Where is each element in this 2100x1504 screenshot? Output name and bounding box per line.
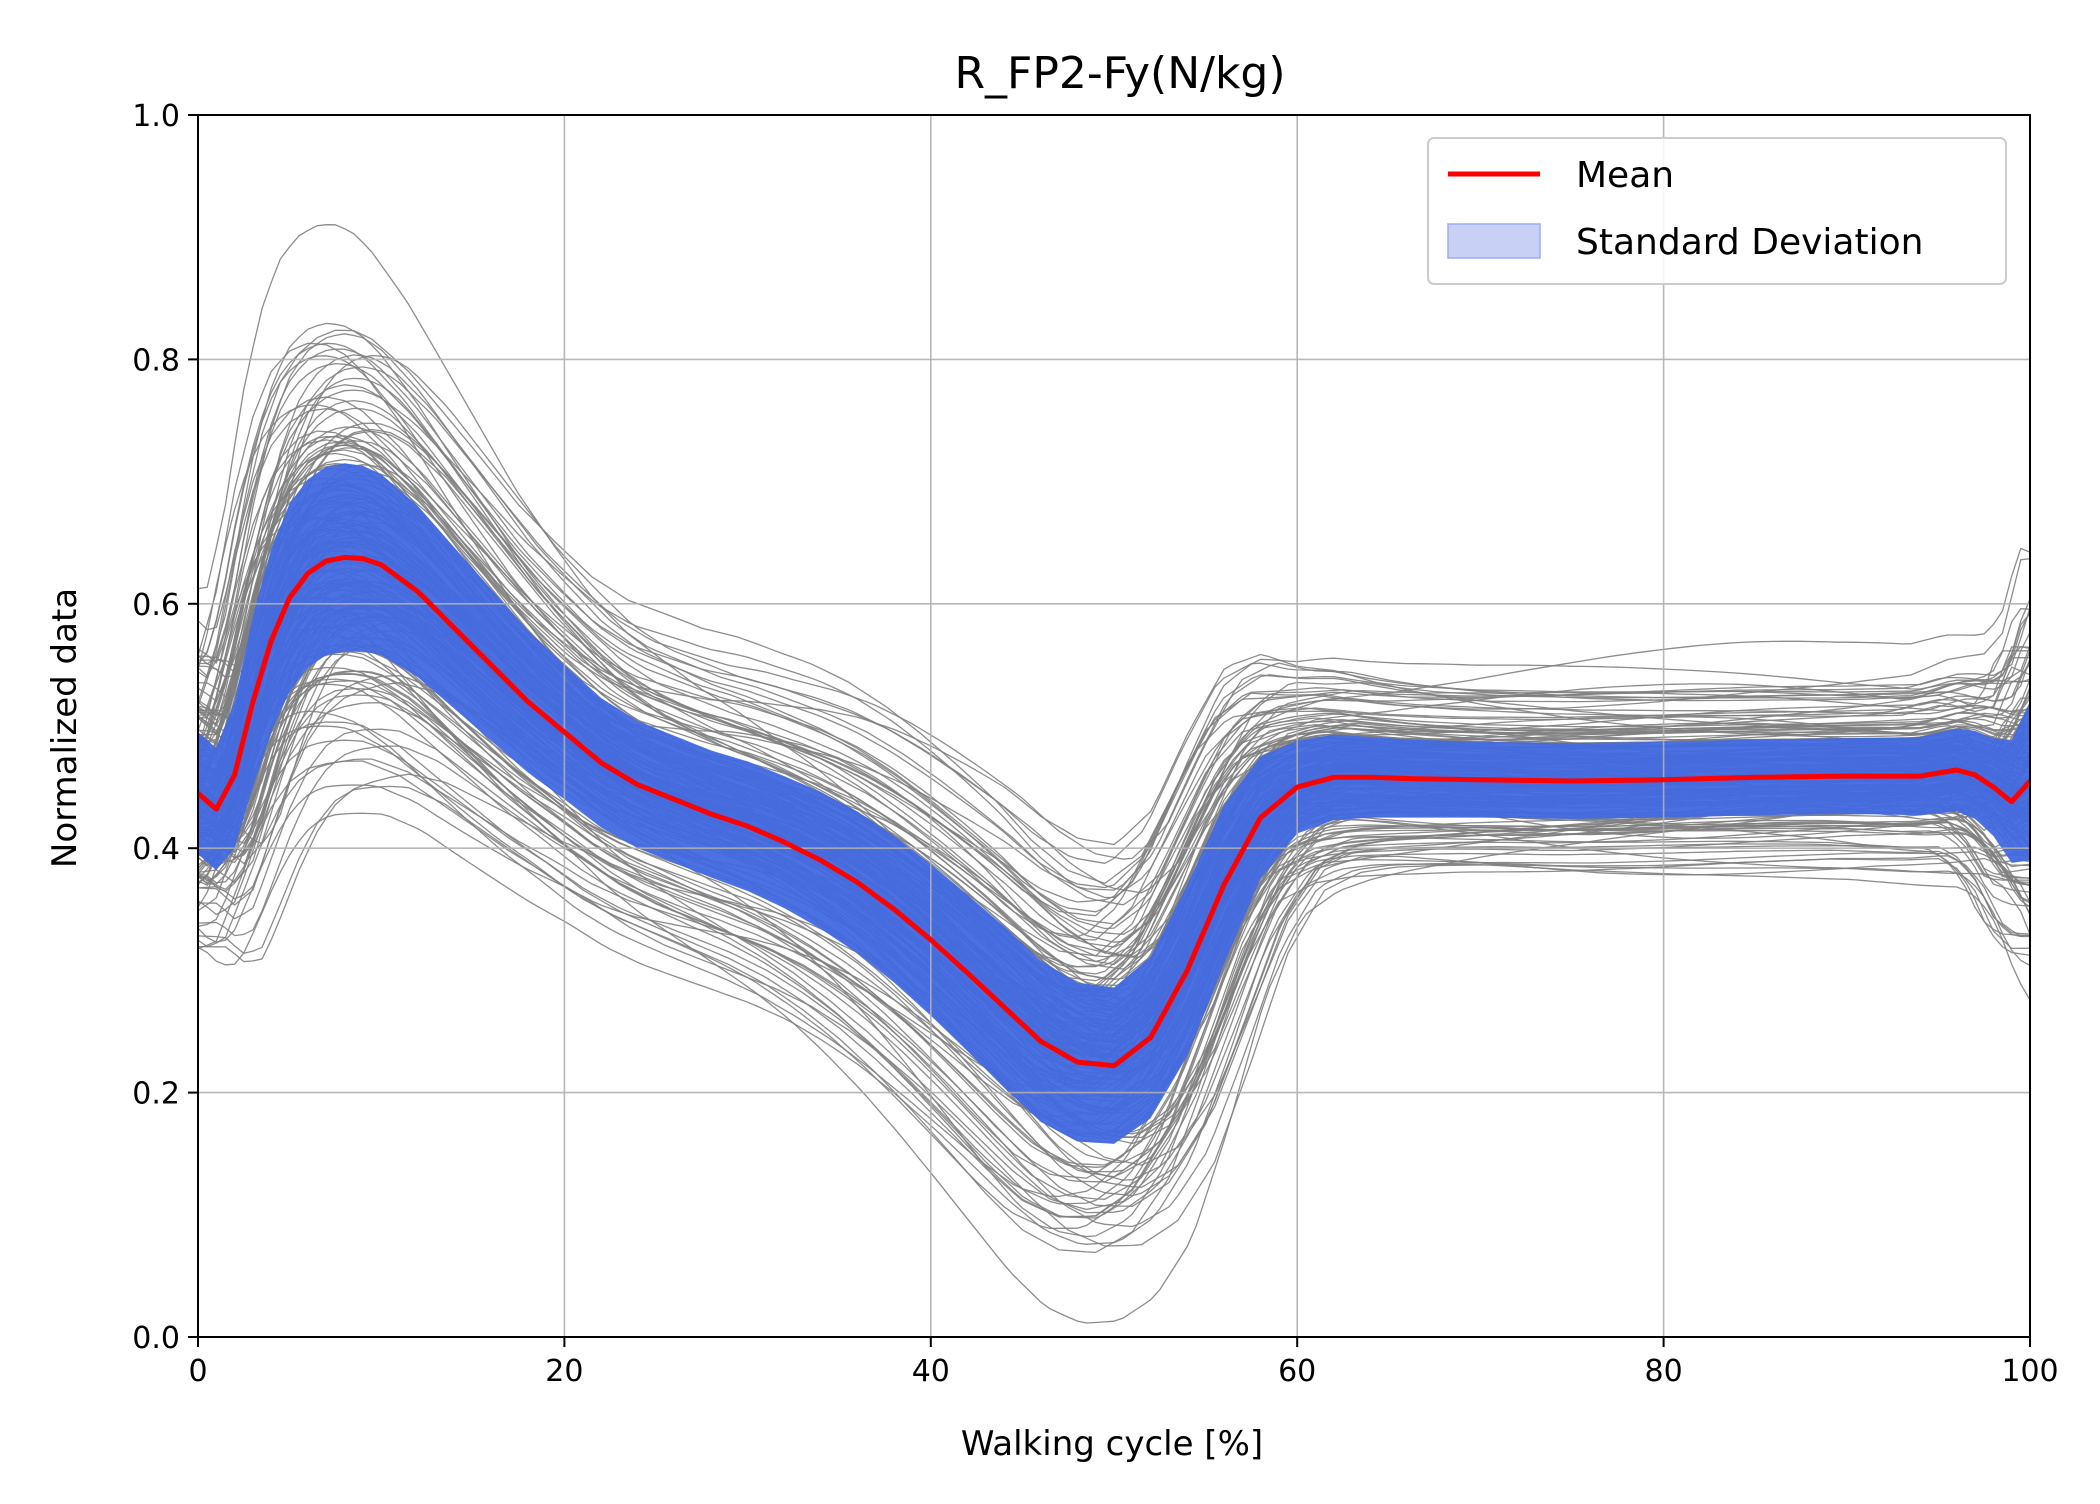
trial-curve	[198, 333, 2030, 925]
trial-curve	[198, 812, 2030, 1245]
x-tick-label: 0	[188, 1354, 207, 1389]
trial-curve	[198, 444, 2030, 891]
trial-curve	[198, 354, 2030, 906]
trial-curve	[198, 739, 2030, 1219]
trial-curve	[198, 683, 2030, 1205]
trial-curve	[198, 745, 2030, 1228]
trial-curve	[198, 354, 2030, 894]
y-tick-label: 0.0	[132, 1321, 180, 1356]
trial-curve	[198, 342, 2030, 913]
x-tick-label: 40	[912, 1354, 950, 1389]
y-tick-label: 0.2	[132, 1077, 180, 1112]
trial-curve	[198, 721, 2030, 1218]
legend-box	[1427, 137, 2007, 285]
y-tick-label: 0.8	[132, 343, 180, 378]
legend-std-swatch	[1447, 223, 1541, 259]
trial-curve	[198, 322, 2030, 903]
trial-curve	[198, 399, 2030, 935]
y-axis-label: Normalized data	[45, 588, 85, 868]
trial-curve	[198, 348, 2030, 889]
trial-curve	[198, 702, 2030, 1178]
x-tick-label: 20	[545, 1354, 583, 1389]
x-tick-label: 80	[1645, 1354, 1683, 1389]
plot-frame	[197, 114, 2031, 1338]
trial-curve	[198, 389, 2030, 899]
trial-curve	[198, 440, 2030, 970]
x-axis-label: Walking cycle [%]	[961, 1424, 1263, 1464]
y-tick-label: 1.0	[132, 99, 180, 134]
x-tick-label: 60	[1278, 1354, 1316, 1389]
mean-layer	[198, 554, 2030, 1069]
legend-std-label: Standard Deviation	[1576, 222, 1923, 263]
y-tick-label: 0.4	[132, 832, 180, 867]
x-tick-label: 100	[2001, 1354, 2058, 1389]
y-tick-label: 0.6	[132, 588, 180, 623]
trial-curve	[198, 404, 2030, 938]
trial-curve	[198, 785, 2030, 1247]
axis-ticks: 0 20 40 60 80 100 0.0 0.2 0.4 0.6 0.8 1.0	[132, 99, 2058, 1389]
chart-title: R_FP2-Fy(N/kg)	[954, 48, 1285, 99]
legend: Mean Standard Deviation	[1427, 137, 2007, 285]
trial-curve	[198, 426, 2030, 948]
legend-mean-label: Mean	[1576, 155, 1674, 196]
trial-curve	[198, 773, 2030, 1166]
mean-line	[198, 554, 2030, 1069]
